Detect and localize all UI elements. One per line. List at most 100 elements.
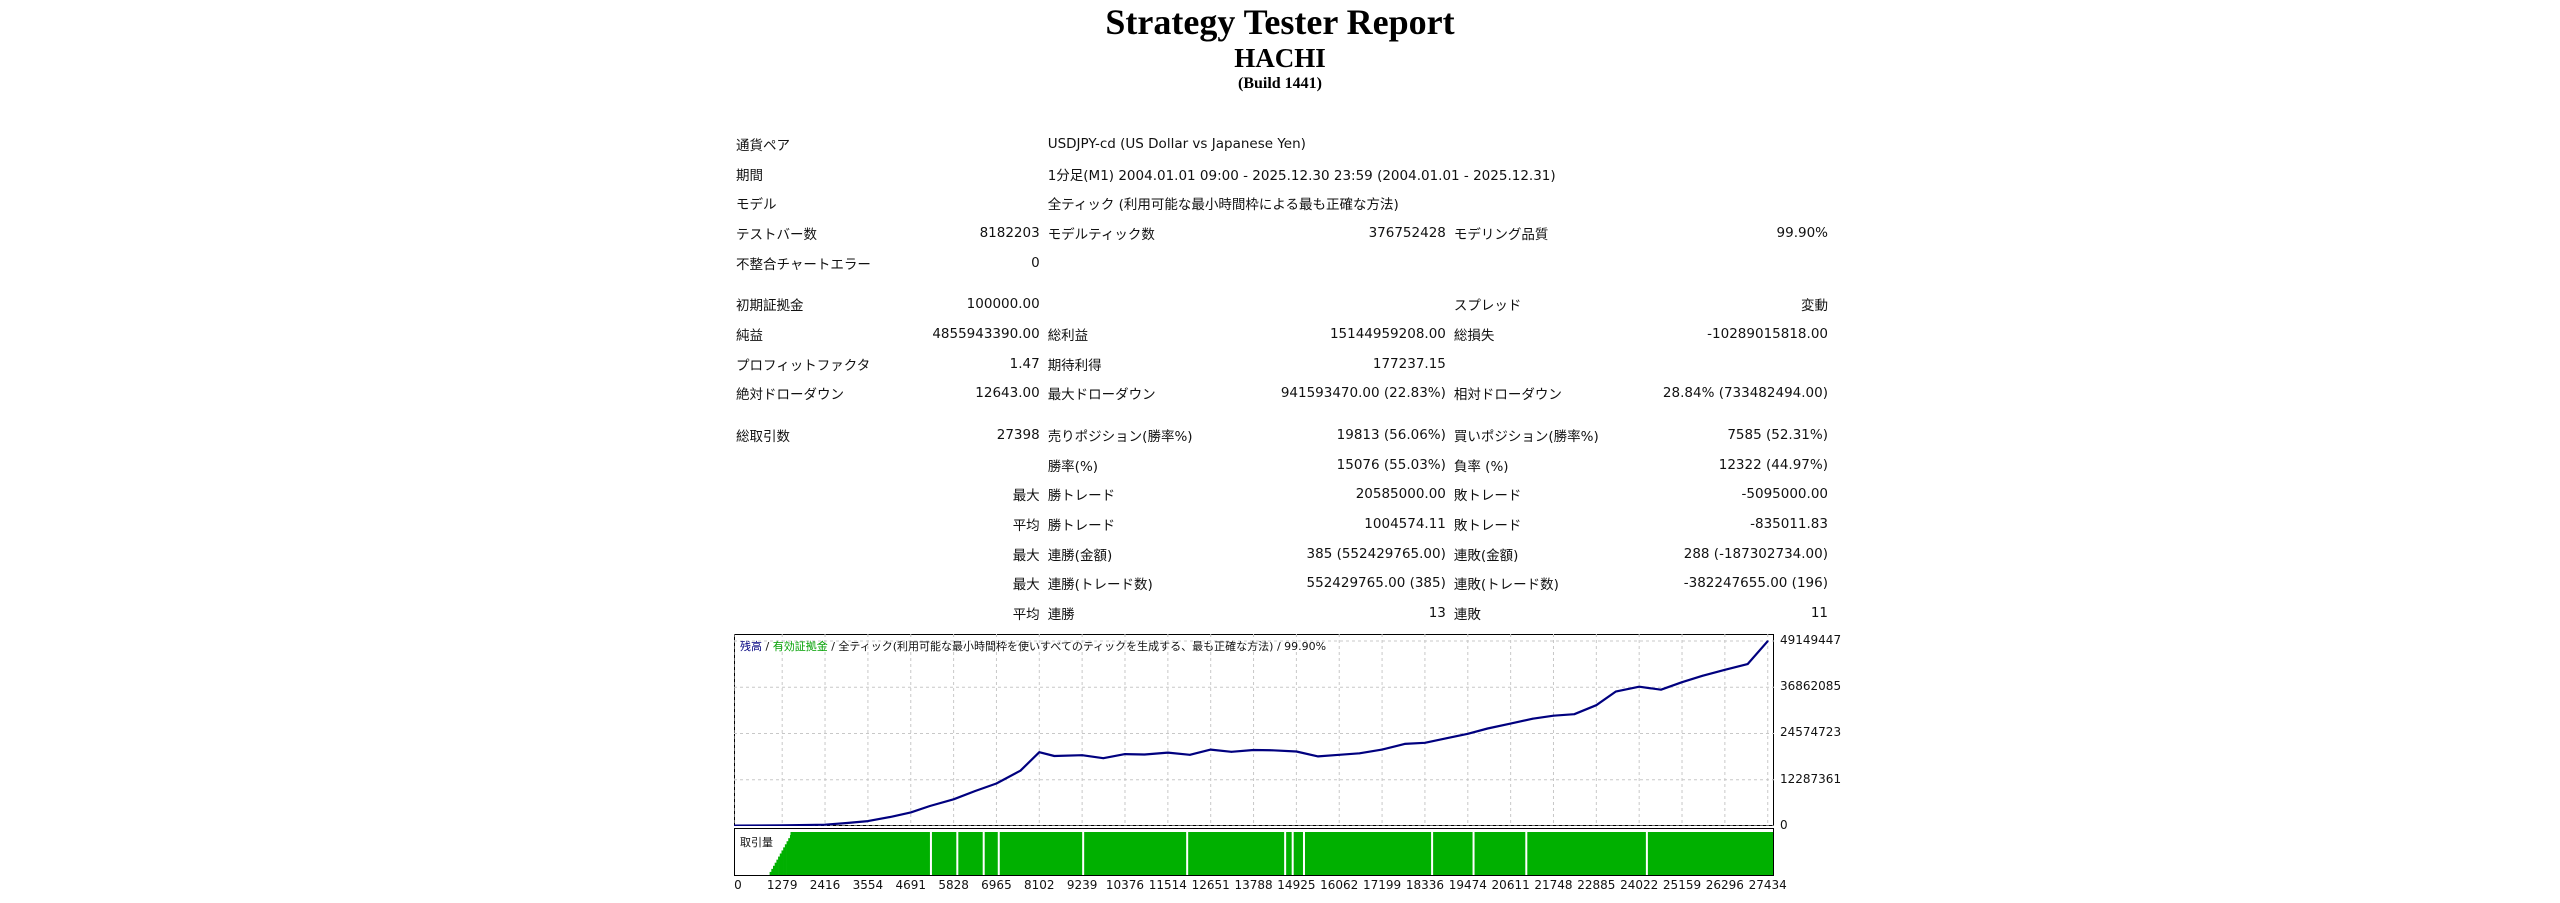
x-tick-label: 2416	[809, 878, 841, 892]
volume-gap	[929, 832, 932, 875]
data-point	[1271, 749, 1274, 752]
label: 勝トレード	[1047, 518, 1116, 535]
data-point	[1038, 751, 1041, 754]
label: モデル	[736, 197, 777, 214]
data-point	[1766, 640, 1769, 643]
data-point	[974, 790, 977, 792]
data-point	[1573, 713, 1576, 716]
x-tick-label: 16062	[1320, 878, 1359, 892]
value: 99.90%	[1776, 224, 1828, 241]
label: 勝トレード	[1047, 488, 1116, 505]
volume-gap	[1525, 832, 1528, 875]
volume-gap	[1291, 832, 1294, 875]
report-row: 平均 勝トレード 1004574.11 敗トレード -835011.83	[732, 509, 1832, 539]
legend-model: / 全ティック(利用可能な最小時間枠を使いすべてのティックを生成する、最も正確な…	[827, 640, 1327, 653]
data-point	[1317, 755, 1319, 758]
data-point	[846, 822, 848, 824]
report-title: Strategy Tester Report	[1105, 2, 1455, 42]
volume-gap	[982, 832, 985, 875]
x-tick-label: 5828	[938, 878, 969, 892]
value: 1分足(M1) 2004.01.01 09:00 - 2025.12.30 23…	[1047, 167, 1556, 184]
report-row: 最大 勝トレード 20585000.00 敗トレード -5095000.00	[732, 480, 1832, 510]
volume-bar	[776, 859, 779, 875]
y-tick-label: 24574723	[1780, 725, 1842, 740]
x-tick-label: 20611	[1491, 878, 1530, 892]
data-point	[1660, 688, 1662, 691]
label: 連勝(金額)	[1047, 547, 1113, 564]
data-point	[824, 823, 826, 826]
data-point	[1638, 685, 1641, 688]
report-row: 勝率(%) 15076 (55.03%) 負率 (%) 12322 (44.97…	[732, 450, 1832, 480]
volume-chart	[734, 828, 1774, 876]
y-tick-label: 36862085	[1780, 679, 1842, 694]
volume-bar	[779, 853, 782, 875]
label: 絶対ドローダウン	[736, 387, 844, 404]
x-tick-label: 8102	[1024, 878, 1055, 892]
volume-bar	[789, 835, 792, 875]
label: スプレッド	[1453, 298, 1522, 315]
report-row: 不整合チャートエラー 0	[732, 248, 1832, 278]
data-point	[1209, 748, 1212, 751]
x-tick-label: 17199	[1362, 878, 1402, 892]
data-point	[1486, 727, 1489, 730]
volume-bar	[781, 850, 784, 875]
label: 最大ドローダウン	[1047, 387, 1156, 404]
data-point	[781, 824, 784, 826]
x-tick-label: 4691	[895, 878, 927, 892]
data-point	[1189, 753, 1191, 756]
x-tick-label: 0	[734, 878, 742, 892]
data-point	[929, 805, 931, 807]
x-tick-label: 6965	[981, 878, 1012, 892]
label: 相対ドローダウン	[1453, 387, 1562, 404]
data-point	[1143, 753, 1146, 756]
build-number: (Build 1441)	[1237, 75, 1322, 92]
x-tick-label: 22885	[1577, 878, 1616, 892]
volume-bar	[774, 862, 777, 875]
value: 1.47	[1009, 355, 1040, 372]
volume-gap	[956, 832, 959, 875]
volume-bar	[784, 844, 787, 875]
data-point	[1445, 737, 1448, 740]
value: 4855943390.00	[932, 325, 1040, 342]
data-point	[1531, 717, 1534, 720]
label: モデルティック数	[1047, 226, 1155, 243]
x-tick-label: 18336	[1405, 878, 1444, 892]
data-point	[909, 811, 912, 814]
value: -382247655.00 (196)	[1683, 575, 1828, 592]
report-row: 通貨ペア USDJPY-cd (US Dollar vs Japanese Ye…	[732, 129, 1832, 159]
value: USDJPY-cd (US Dollar vs Japanese Yen)	[1047, 135, 1306, 152]
volume-bar	[773, 865, 775, 875]
volume-gap	[1284, 832, 1287, 875]
legend-separator: /	[762, 640, 773, 653]
volume-gap	[1645, 832, 1648, 875]
volume-gap	[1302, 832, 1305, 875]
value: 288 (-187302734.00)	[1683, 545, 1828, 562]
data-point	[1252, 749, 1255, 751]
report-row: 純益 4855943390.00 総利益 15144959208.00 総損失 …	[732, 319, 1832, 349]
volume-area	[790, 832, 1773, 875]
volume-bar	[769, 871, 772, 875]
data-point	[1124, 753, 1126, 755]
volume-bar	[771, 868, 774, 875]
volume-gap	[1082, 832, 1085, 875]
label: 純益	[736, 327, 763, 344]
y-tick-label: 0	[1780, 818, 1788, 832]
value: 13	[1428, 605, 1446, 622]
volume-bar	[788, 838, 791, 875]
label: 売りポジション(勝率%)	[1047, 429, 1193, 446]
value: 15076 (55.03%)	[1336, 456, 1446, 473]
row-qualifier: 最大	[1012, 547, 1040, 564]
row-qualifier: 平均	[1012, 607, 1040, 624]
volume-bar	[778, 856, 781, 875]
data-point	[1295, 750, 1298, 753]
label: 連敗	[1453, 607, 1481, 624]
report-table: 通貨ペア USDJPY-cd (US Dollar vs Japanese Ye…	[732, 129, 1832, 628]
volume-gap	[1472, 832, 1475, 875]
row-qualifier: 平均	[1012, 518, 1040, 535]
report-row: 平均 連勝 13 連敗 11	[732, 598, 1832, 628]
label: 通貨ペア	[736, 137, 790, 154]
spacer	[897, 188, 1044, 218]
label: 連勝(トレード数)	[1047, 577, 1153, 594]
x-tick-label: 14925	[1277, 878, 1316, 892]
data-point	[1424, 741, 1426, 744]
